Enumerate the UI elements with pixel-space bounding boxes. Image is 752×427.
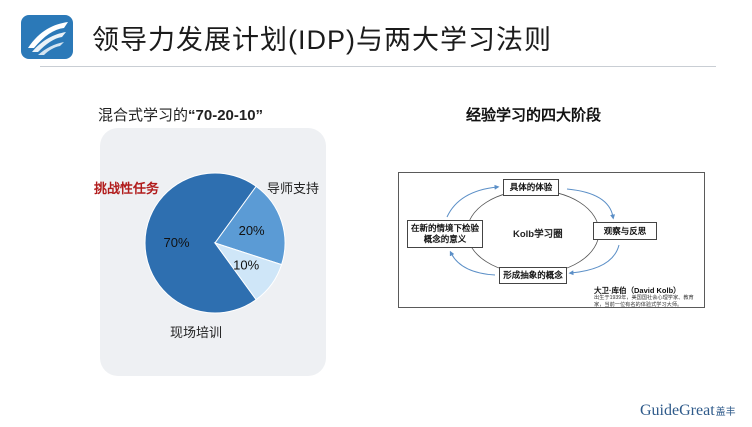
cycle-arc-right-bottom — [568, 244, 620, 276]
cycle-arc-left-top — [446, 184, 500, 218]
pie-slice-challenge — [144, 172, 257, 314]
company-logo — [21, 15, 73, 59]
stage-active-experimentation: 在新的情境下检验概念的意义 — [407, 220, 483, 248]
stage-concrete-experience: 具体的体验 — [503, 179, 559, 196]
stage-reflective-observation: 观察与反思 — [593, 222, 657, 240]
pie-slice-onsite — [213, 242, 283, 301]
mixed-learning-subtitle-prefix: 混合式学习的 — [98, 107, 189, 124]
kolb-heading: 经验学习的四大阶段 — [466, 107, 602, 124]
kolb-cycle-title: Kolb学习圈 — [513, 229, 563, 240]
pie-chart: 70% 20% 10% — [144, 172, 286, 314]
stage-abstract-conceptualization: 形成抽象的概念 — [499, 267, 567, 284]
brand-name-cn: 盖丰 — [715, 407, 736, 418]
mixed-learning-subtitle-emphasis: “70-20-10” — [188, 107, 264, 124]
kolb-author-bio: 出生于1939年，美国国社会心理学家、教育家，当前一位有名的体验式学习大师。 — [594, 295, 694, 308]
kolb-diagram: 具体的体验 在新的情境下检验概念的意义 观察与反思 形成抽象的概念 Kolb学习… — [398, 172, 705, 308]
title-divider — [40, 66, 716, 67]
slide-title: 领导力发展计划(IDP)与两大学习法则 — [92, 25, 552, 55]
pie-label-10: 10% — [233, 258, 259, 273]
label-challenge-task: 挑战性任务 — [94, 181, 160, 196]
brand-logo-text: GuideGreat盖丰 — [640, 402, 736, 420]
label-onsite-training: 现场培训 — [170, 325, 223, 340]
mixed-learning-subtitle: 混合式学习的“70-20-10” — [98, 104, 263, 125]
label-mentor-support: 导师支持 — [267, 181, 320, 196]
pie-slice-mentor — [214, 185, 286, 266]
kolb-author: 大卫·库伯（David Kolb） — [594, 286, 681, 295]
brand-name: GuideGreat — [640, 402, 715, 419]
pie-label-70: 70% — [163, 235, 189, 250]
cycle-arc-bottom-left — [449, 250, 496, 276]
cycle-arc-top-right — [566, 188, 616, 220]
pie-label-20: 20% — [239, 223, 265, 238]
